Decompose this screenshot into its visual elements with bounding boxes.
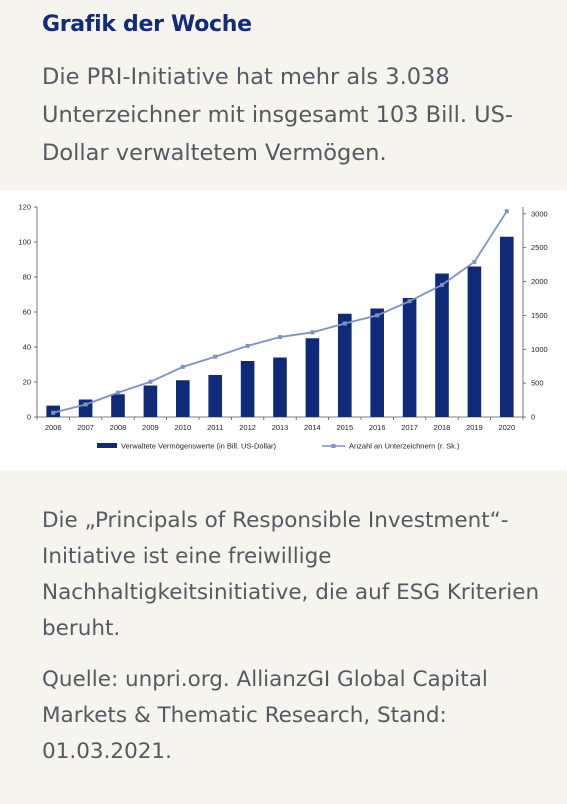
y-tick-label: 60 [23,308,31,317]
x-tick-label: 2010 [174,423,191,432]
line-marker [472,259,477,264]
x-tick-label: 2009 [142,423,159,432]
x-tick-label: 2008 [110,423,127,432]
y-tick-label: 20 [23,378,31,387]
x-tick-label: 2015 [336,423,353,432]
bar [208,375,223,417]
y2-tick-label: 1500 [531,311,548,320]
y-tick-label: 40 [23,343,31,352]
line-marker [310,330,315,335]
line-marker [504,209,509,214]
bar [435,273,449,417]
y2-tick-label: 0 [531,413,535,422]
y-tick-label: 120 [18,203,31,212]
line-marker [213,354,218,359]
line-marker [245,343,250,348]
x-tick-label: 2013 [272,423,289,432]
line-marker [83,402,88,407]
bar [499,236,514,417]
y-tick-label: 80 [23,273,31,282]
legend-label-line: Anzahl an Unterzeichnern (r. Sk.) [349,442,460,451]
bar [240,361,255,417]
line-marker [375,313,380,318]
legend-marker-line [331,444,336,448]
x-tick-label: 2018 [434,423,451,432]
line-marker [51,410,56,415]
x-tick-label: 2007 [77,423,94,432]
y2-tick-label: 2000 [531,277,548,286]
bar [111,394,125,417]
body-text: Die „Principals of Responsible Investmen… [42,508,540,641]
legend-label-bars: Verwaltete Vermögenswerte (in Bill. US-D… [121,442,277,451]
line-marker [278,335,282,340]
source-text: Quelle: unpri.org. AllianzGI Global Capi… [42,667,488,764]
bar [337,313,352,417]
y2-tick-label: 3000 [531,209,548,218]
x-tick-label: 2011 [207,423,223,432]
line-marker [342,321,347,326]
heading: Grafik der Woche [42,12,252,37]
y-tick-label: 100 [18,238,31,247]
y-tick-label: 0 [27,413,31,422]
y2-tick-label: 500 [531,379,544,388]
x-tick-label: 2020 [498,423,515,432]
x-tick-label: 2014 [304,423,321,432]
y2-tick-label: 2500 [531,243,548,252]
bar [143,385,158,417]
x-tick-label: 2019 [466,423,483,432]
line-marker [440,282,444,287]
combo-chart: 0 20 40 60 80 100 120 0 500 1000 1500 2000 2500 3000 2… [18,203,548,451]
line-marker [407,299,412,304]
line-marker [148,379,153,384]
line-marker [116,390,120,395]
bar [175,380,190,417]
bar [467,266,482,417]
y2-tick-label: 1000 [531,345,548,354]
bar [402,298,417,417]
bar [370,308,385,417]
legend-swatch-bars [97,443,117,448]
x-tick-label: 2017 [401,423,418,432]
lead-text: Die PRI-Initiative hat mehr als 3.038 Un… [42,64,514,166]
x-tick-label: 2012 [239,423,256,432]
line-marker [180,364,185,369]
x-tick-label: 2016 [369,423,386,432]
x-tick-label: 2006 [45,423,62,432]
chart-panel: 0 20 40 60 80 100 120 0 500 1000 1500 2000 2500 3000 2… [0,190,567,470]
bar [273,357,287,417]
bar [305,338,320,417]
